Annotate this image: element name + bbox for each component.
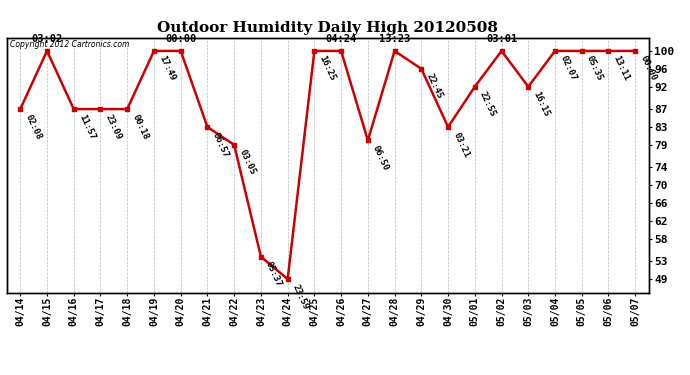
Point bbox=[148, 48, 159, 54]
Point bbox=[228, 142, 239, 148]
Point bbox=[255, 254, 266, 260]
Point bbox=[121, 106, 132, 112]
Text: 03:05: 03:05 bbox=[237, 148, 257, 177]
Text: 05:37: 05:37 bbox=[264, 260, 284, 288]
Point bbox=[14, 106, 26, 112]
Text: 02:08: 02:08 bbox=[23, 112, 43, 141]
Point bbox=[68, 106, 79, 112]
Text: 23:59: 23:59 bbox=[291, 283, 310, 311]
Text: 13:23: 13:23 bbox=[379, 34, 411, 44]
Text: 00:18: 00:18 bbox=[130, 112, 150, 141]
Point bbox=[389, 48, 400, 54]
Text: 03:01: 03:01 bbox=[486, 34, 518, 44]
Text: 05:35: 05:35 bbox=[585, 54, 604, 82]
Point bbox=[630, 48, 641, 54]
Title: Outdoor Humidity Daily High 20120508: Outdoor Humidity Daily High 20120508 bbox=[157, 21, 498, 35]
Text: 03:21: 03:21 bbox=[451, 130, 471, 159]
Text: 03:02: 03:02 bbox=[31, 34, 63, 44]
Point bbox=[335, 48, 346, 54]
Point bbox=[309, 48, 320, 54]
Point bbox=[416, 66, 427, 72]
Text: 11:57: 11:57 bbox=[77, 112, 97, 141]
Point bbox=[576, 48, 587, 54]
Point bbox=[202, 124, 213, 130]
Point bbox=[469, 84, 480, 90]
Text: 00:00: 00:00 bbox=[165, 34, 197, 44]
Point bbox=[282, 276, 293, 282]
Text: 16:25: 16:25 bbox=[317, 54, 337, 82]
Text: 06:57: 06:57 bbox=[210, 130, 230, 159]
Text: 17:49: 17:49 bbox=[157, 54, 177, 82]
Point bbox=[549, 48, 560, 54]
Point bbox=[496, 48, 507, 54]
Text: Copyright 2012 Cartronics.com: Copyright 2012 Cartronics.com bbox=[10, 40, 130, 49]
Text: 22:45: 22:45 bbox=[424, 72, 444, 100]
Text: 16:15: 16:15 bbox=[531, 90, 551, 118]
Text: 04:24: 04:24 bbox=[326, 34, 357, 44]
Text: 22:55: 22:55 bbox=[478, 90, 497, 118]
Point bbox=[175, 48, 186, 54]
Text: 00:00: 00:00 bbox=[638, 54, 658, 82]
Point bbox=[603, 48, 614, 54]
Text: 13:11: 13:11 bbox=[612, 54, 631, 82]
Text: 23:09: 23:09 bbox=[104, 112, 124, 141]
Text: 06:50: 06:50 bbox=[371, 144, 391, 172]
Text: 02:07: 02:07 bbox=[558, 54, 578, 82]
Point bbox=[95, 106, 106, 112]
Point bbox=[442, 124, 453, 130]
Point bbox=[362, 137, 373, 143]
Point bbox=[41, 48, 52, 54]
Point bbox=[523, 84, 534, 90]
